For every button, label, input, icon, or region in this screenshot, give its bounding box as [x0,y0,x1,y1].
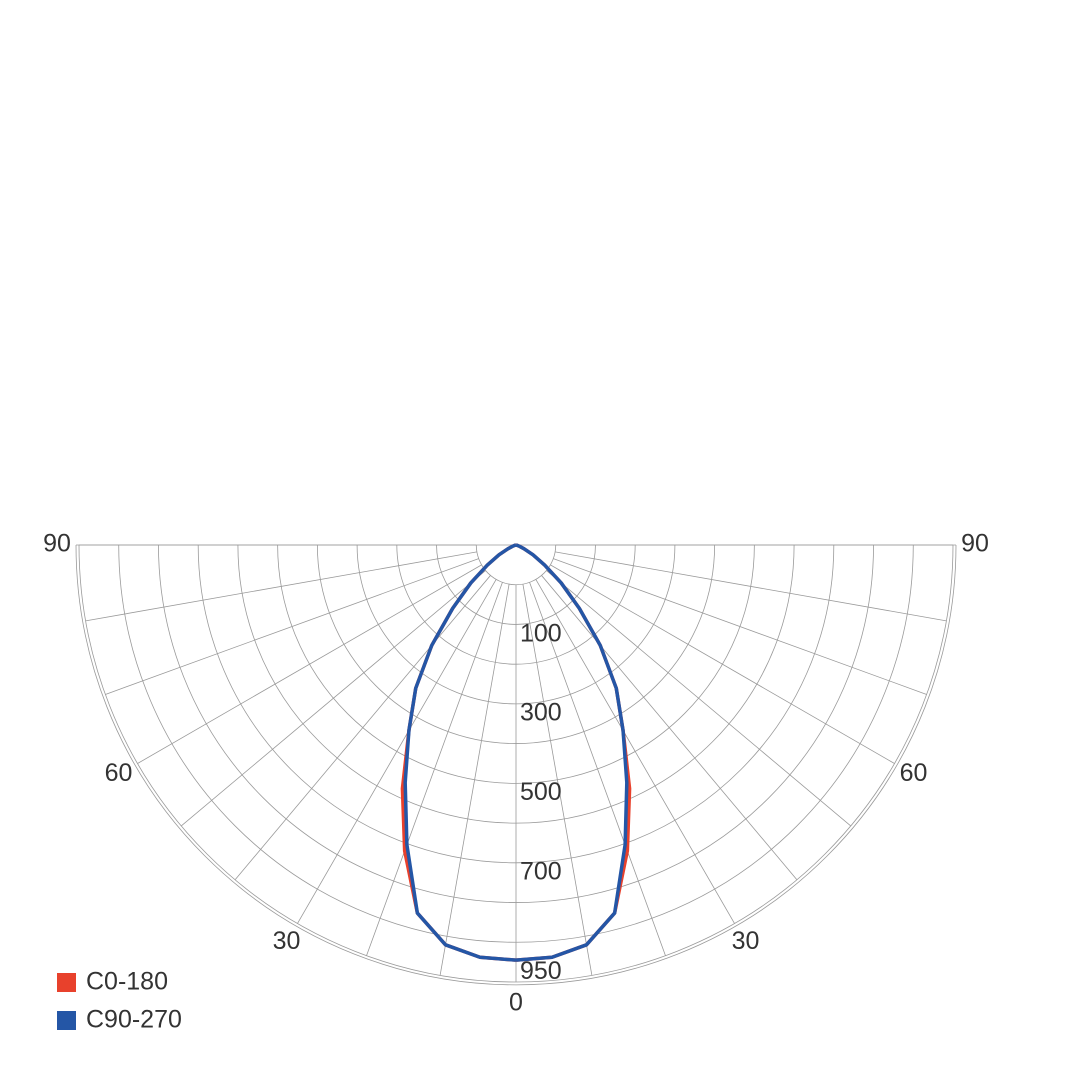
r-tick-label: 300 [520,699,562,727]
legend-label: C90-270 [86,1006,182,1034]
spoke [439,584,510,976]
spoke [85,551,477,622]
spoke [553,558,927,695]
theta-tick-label: 30 [732,927,760,955]
curve [403,543,517,962]
spoke [297,579,497,924]
spoke [234,575,491,881]
spoke [105,558,479,695]
r-tick-label: 950 [520,957,562,985]
grid-ring [475,544,557,585]
spoke [555,551,947,622]
theta-tick-label: 0 [509,989,523,1017]
r-tick-label: 500 [520,778,562,806]
curve [515,543,629,962]
theta-tick-label: 90 [961,530,989,558]
spoke [180,570,486,827]
spoke [529,582,666,956]
r-tick-label: 100 [520,619,562,647]
spoke [137,564,482,764]
spoke [366,582,503,956]
outer-ring [75,544,957,986]
theta-tick-label: 60 [900,759,928,787]
spoke [541,575,798,881]
spoke [546,570,852,827]
theta-tick-label: 30 [273,927,301,955]
legend-swatch [57,1011,76,1030]
theta-tick-label: 60 [105,759,133,787]
theta-tick-label: 90 [43,530,71,558]
spoke [535,579,735,924]
r-tick-label: 700 [520,858,562,886]
legend-label: C0-180 [86,968,168,996]
spoke [522,584,593,976]
legend-swatch [57,973,76,992]
spoke [550,564,895,764]
